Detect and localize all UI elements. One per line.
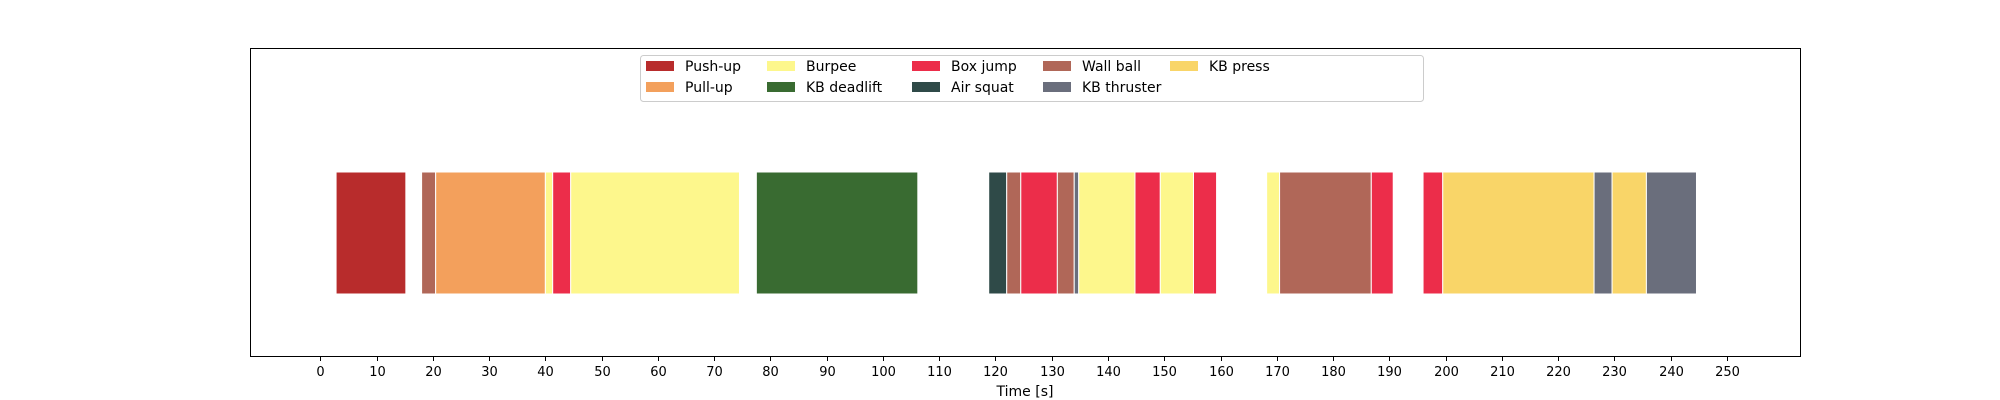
x-tick-label: 200	[1434, 365, 1459, 380]
segment-kb-press	[1611, 171, 1647, 295]
legend-swatch-burpee	[767, 61, 795, 71]
legend-label-box-jump: Box jump	[951, 59, 1017, 75]
x-tick-label: 60	[650, 365, 667, 380]
x-axis: 0 10 20 30 40 50 60 70 80 90 100 110 120 130 140 150 160…	[316, 356, 1740, 380]
x-tick-label: 70	[706, 365, 723, 380]
x-axis-label: Time [s]	[996, 384, 1054, 400]
legend-label-air-squat: Air squat	[951, 80, 1014, 96]
segment-box-jump	[1020, 171, 1058, 295]
legend-swatch-push-up	[646, 61, 674, 71]
legend-label-wall-ball: Wall ball	[1082, 59, 1141, 75]
x-tick-label: 140	[1096, 365, 1121, 380]
x-tick-label: 100	[871, 365, 896, 380]
segment-kb-press	[1442, 171, 1595, 295]
x-tick-label: 170	[1265, 365, 1290, 380]
legend-swatch-air-squat	[912, 82, 940, 92]
x-tick-label: 150	[1152, 365, 1177, 380]
x-tick-label: 160	[1209, 365, 1234, 380]
legend-label-push-up: Push-up	[685, 59, 741, 75]
segment-pull-up	[435, 171, 546, 295]
legend-frame	[640, 55, 1424, 102]
legend-label-pull-up: Pull-up	[685, 80, 733, 96]
segment-box-jump	[1422, 171, 1444, 295]
legend-swatch-kb-deadlift	[767, 82, 795, 92]
x-tick-label: 180	[1321, 365, 1346, 380]
x-tick-label: 10	[369, 365, 386, 380]
axes-frame	[250, 48, 1801, 357]
legend-label-kb-deadlift: KB deadlift	[806, 80, 883, 96]
x-tick-label: 30	[481, 365, 498, 380]
x-tick-label: 80	[762, 365, 779, 380]
segment-burpee	[1159, 171, 1195, 295]
legend-swatch-kb-thruster	[1043, 82, 1071, 92]
segment-wall-ball	[1279, 171, 1372, 295]
x-tick-label: 130	[1040, 365, 1065, 380]
segment-box-jump	[1370, 171, 1394, 295]
segment-burpee	[1266, 171, 1281, 295]
legend-swatch-wall-ball	[1043, 61, 1071, 71]
x-tick-label: 0	[316, 365, 324, 380]
legend-swatch-kb-press	[1170, 61, 1198, 71]
x-tick-label: 190	[1377, 365, 1402, 380]
x-tick-label: 210	[1490, 365, 1515, 380]
segment-wall-ball	[421, 171, 437, 295]
x-tick-label: 250	[1715, 365, 1740, 380]
x-tick-label: 120	[983, 365, 1008, 380]
x-tick-label: 40	[537, 365, 554, 380]
segment-burpee	[570, 171, 740, 295]
legend-label-kb-thruster: KB thruster	[1082, 80, 1162, 96]
segment-air-squat	[988, 171, 1008, 295]
legend-label-burpee: Burpee	[806, 59, 856, 75]
x-tick-label: 90	[819, 365, 836, 380]
segment-kb-thruster	[1593, 171, 1613, 295]
segment-burpee	[1078, 171, 1136, 295]
segment-box-jump	[552, 171, 572, 295]
x-tick-label: 230	[1602, 365, 1627, 380]
x-tick-label: 110	[927, 365, 952, 380]
segment-kb-thruster	[1645, 171, 1697, 295]
segment-kb-deadlift	[755, 171, 919, 295]
x-tick-label: 50	[594, 365, 611, 380]
x-tick-label: 20	[425, 365, 442, 380]
plot-area	[250, 48, 1801, 357]
segment-wall-ball	[1006, 171, 1022, 295]
legend-label-kb-press: KB press	[1209, 59, 1270, 75]
segment-burpee	[544, 171, 554, 295]
x-tick-label: 240	[1659, 365, 1684, 380]
segment-box-jump	[1134, 171, 1161, 295]
segment-box-jump	[1193, 171, 1218, 295]
segment-wall-ball	[1056, 171, 1075, 295]
segments-layer	[335, 171, 1697, 295]
segment-kb-thruster	[1073, 171, 1080, 295]
x-tick-label: 220	[1546, 365, 1571, 380]
legend: Push-up Pull-up Burpee KB deadlift Box jump A…	[640, 55, 1424, 102]
legend-swatch-pull-up	[646, 82, 674, 92]
segment-push-up	[335, 171, 407, 295]
legend-swatch-box-jump	[912, 61, 940, 71]
